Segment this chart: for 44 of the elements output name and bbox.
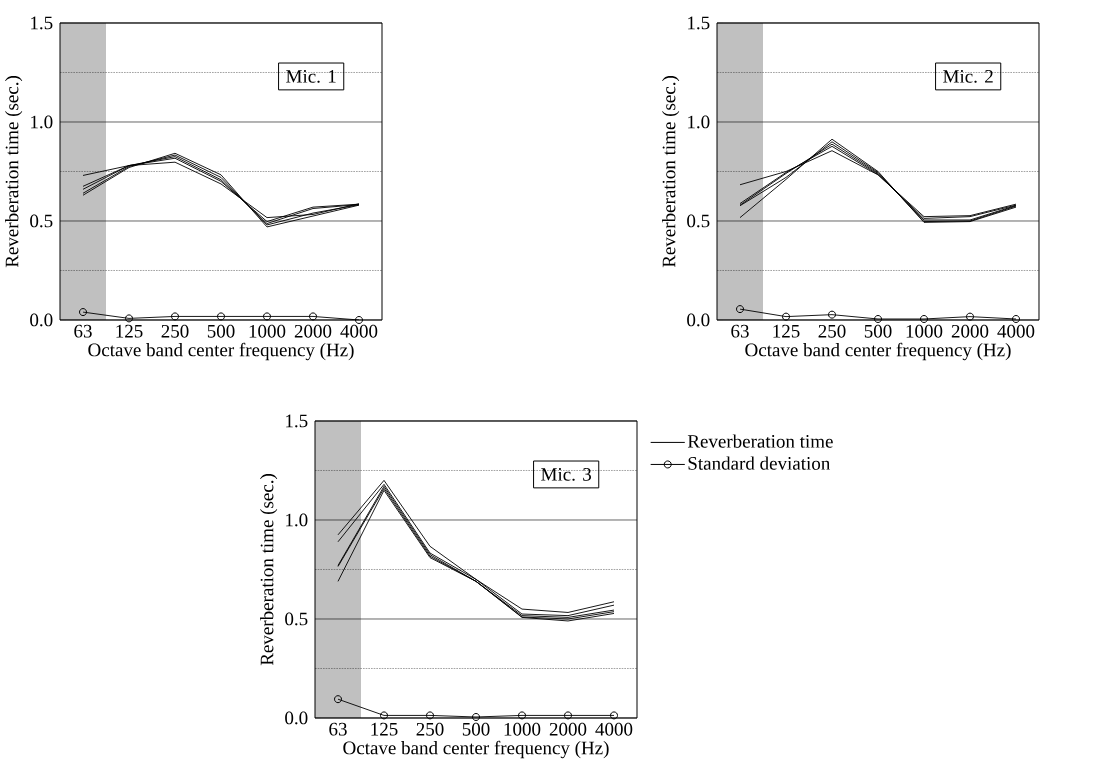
x-tick-label: 1000	[504, 722, 541, 736]
x-tick-label: 500	[207, 324, 235, 338]
x-tick-label: 4000	[595, 722, 633, 736]
y-tick-label: 0.0	[285, 711, 308, 725]
legend-label: Standard deviation	[688, 456, 831, 470]
legend-label: Reverberation time	[687, 434, 833, 448]
y-tick-label: 1.5	[31, 16, 53, 30]
y-axis-title: Reverberation time (sec.)	[260, 474, 278, 666]
annotation: Mic. 1	[286, 70, 336, 83]
y-tick-label: 0.5	[687, 214, 710, 228]
x-tick-label: 500	[462, 722, 490, 736]
x-tick-label: 4000	[340, 324, 378, 338]
y-tick-label: 0.5	[30, 214, 53, 228]
x-tick-label: 500	[864, 324, 892, 338]
x-tick-label: 2000	[951, 324, 989, 338]
y-tick-label: 0.0	[687, 313, 710, 327]
y-tick-label: 1.5	[286, 414, 308, 428]
x-tick-label: 1000	[249, 324, 286, 338]
x-tick-label: 125	[371, 722, 398, 736]
x-tick-label: 125	[773, 324, 800, 338]
annotation: Mic. 2	[943, 70, 993, 83]
x-tick-label: 125	[116, 324, 143, 338]
y-tick-label: 0.5	[285, 612, 308, 626]
y-tick-label: 1.5	[688, 16, 710, 30]
x-tick-label: 2000	[294, 324, 332, 338]
x-tick-label: 250	[416, 722, 444, 736]
x-axis-title: Octave band center frequency (Hz)	[88, 342, 354, 361]
y-tick-label: 1.0	[688, 115, 710, 129]
x-tick-label: 63	[329, 722, 347, 736]
y-tick-label: 1.0	[31, 115, 53, 129]
x-axis-title: Octave band center frequency (Hz)	[745, 342, 1011, 361]
x-tick-label: 250	[818, 324, 846, 338]
x-tick-label: 2000	[549, 722, 587, 736]
annotation: Mic. 3	[541, 468, 591, 481]
x-tick-label: 1000	[906, 324, 943, 338]
y-axis-title: Reverberation time (sec.)	[5, 76, 23, 268]
y-axis-title: Reverberation time (sec.)	[662, 76, 680, 268]
x-tick-label: 4000	[997, 324, 1035, 338]
x-tick-label: 63	[731, 324, 749, 338]
x-axis-title: Octave band center frequency (Hz)	[343, 740, 609, 759]
x-tick-label: 63	[74, 324, 92, 338]
y-tick-label: 0.0	[30, 313, 53, 327]
y-tick-label: 1.0	[286, 513, 308, 527]
x-tick-label: 250	[161, 324, 189, 338]
